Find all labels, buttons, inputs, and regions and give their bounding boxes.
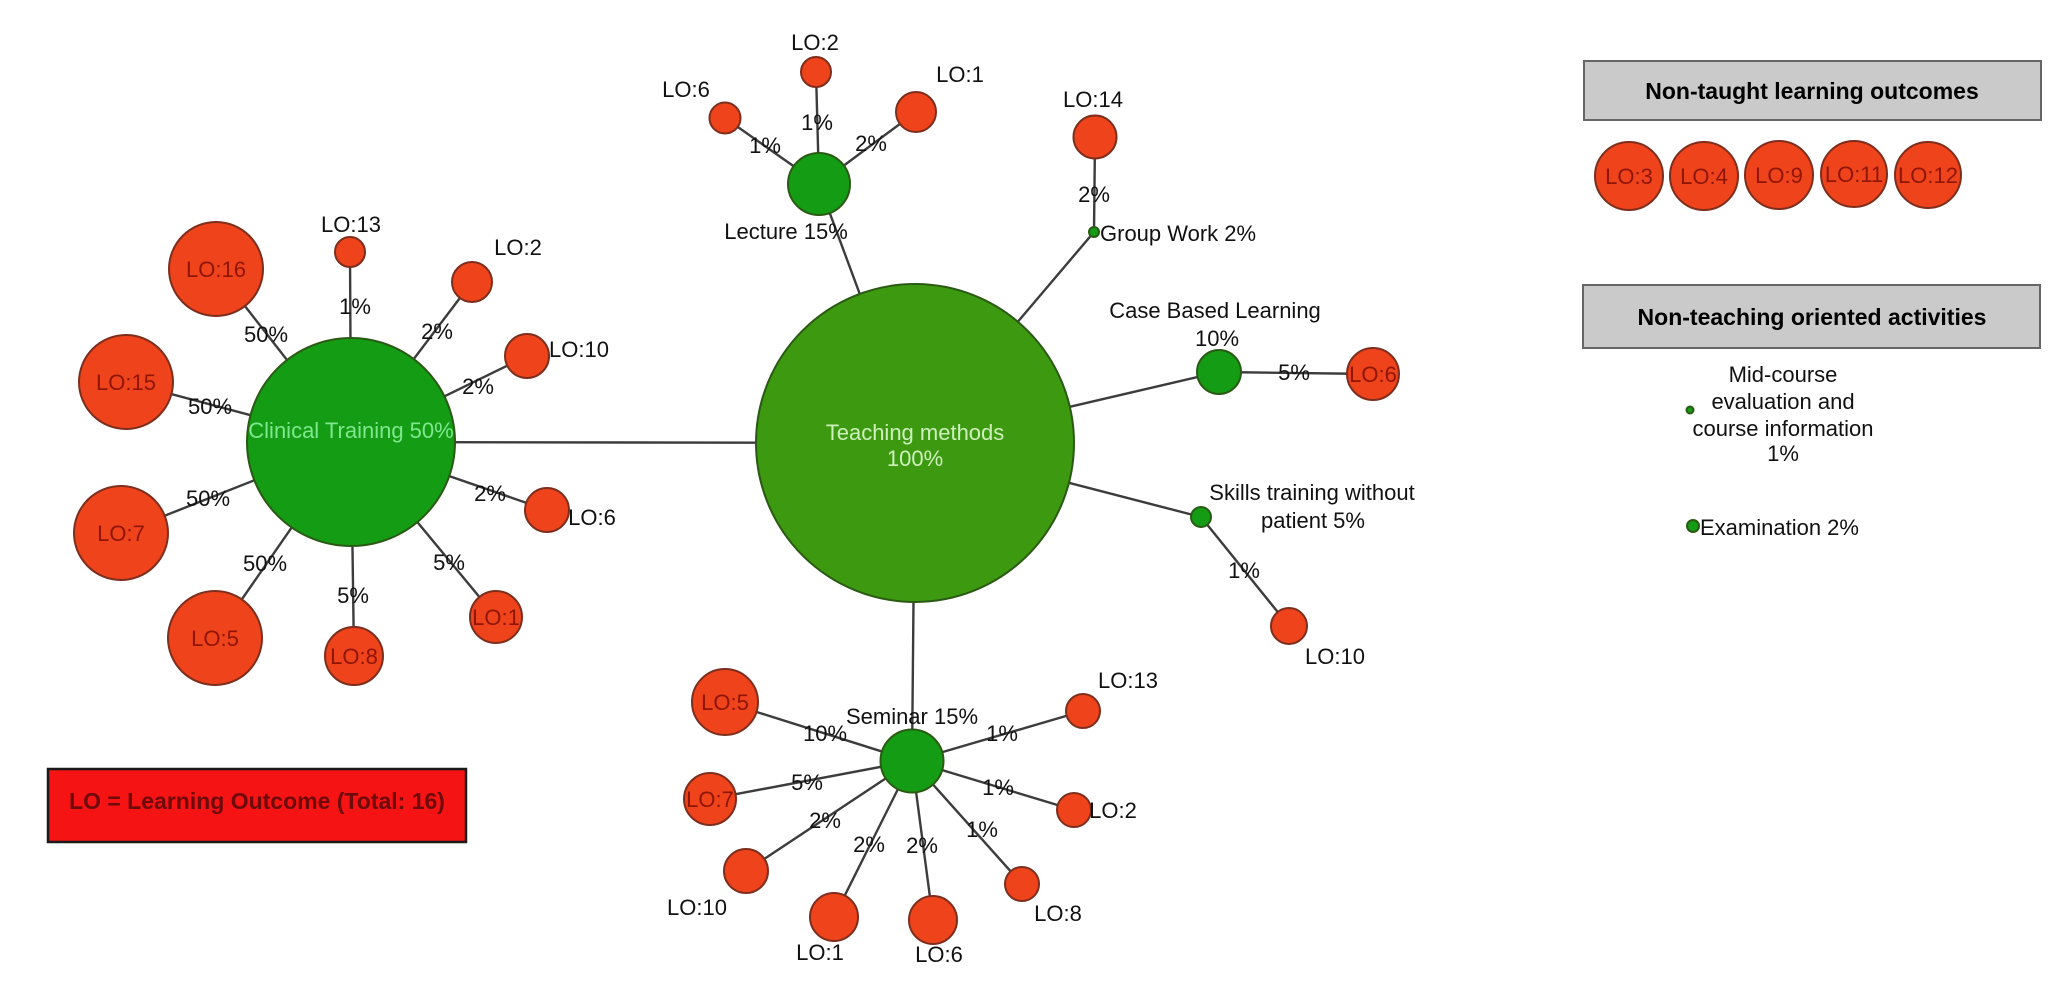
svg-text:2%: 2% — [855, 131, 887, 156]
svg-text:LO:5: LO:5 — [701, 690, 749, 715]
svg-text:LO:14: LO:14 — [1063, 87, 1123, 112]
svg-text:LO:6: LO:6 — [915, 942, 963, 967]
svg-text:LO:2: LO:2 — [494, 235, 542, 260]
svg-text:Mid-course: Mid-course — [1729, 362, 1838, 387]
svg-text:1%: 1% — [801, 110, 833, 135]
svg-text:LO:4: LO:4 — [1680, 164, 1728, 189]
svg-text:LO:2: LO:2 — [791, 30, 839, 55]
svg-text:Clinical Training 50%: Clinical Training 50% — [248, 418, 453, 443]
svg-text:Seminar 15%: Seminar 15% — [846, 704, 978, 729]
svg-text:5%: 5% — [1278, 360, 1310, 385]
svg-text:1%: 1% — [339, 294, 371, 319]
svg-text:Teaching methods: Teaching methods — [826, 420, 1005, 445]
svg-text:Lecture 15%: Lecture 15% — [724, 219, 848, 244]
svg-text:Skills training without: Skills training without — [1209, 480, 1414, 505]
svg-text:50%: 50% — [188, 394, 232, 419]
svg-text:Group Work 2%: Group Work 2% — [1100, 221, 1256, 246]
svg-text:100%: 100% — [887, 446, 943, 471]
svg-text:10%: 10% — [1195, 326, 1239, 351]
svg-text:LO:1: LO:1 — [796, 940, 844, 965]
svg-text:LO:8: LO:8 — [1034, 901, 1082, 926]
svg-text:2%: 2% — [421, 319, 453, 344]
svg-text:LO:7: LO:7 — [97, 521, 145, 546]
svg-text:5%: 5% — [791, 770, 823, 795]
svg-text:1%: 1% — [1767, 441, 1799, 466]
svg-text:LO:13: LO:13 — [321, 212, 381, 237]
svg-text:2%: 2% — [809, 808, 841, 833]
svg-text:LO:6: LO:6 — [662, 77, 710, 102]
svg-text:Case Based Learning: Case Based Learning — [1109, 298, 1321, 323]
svg-text:LO:11: LO:11 — [1825, 162, 1883, 187]
svg-text:Non-taught learning outcomes: Non-taught learning outcomes — [1645, 78, 1979, 104]
svg-text:1%: 1% — [986, 721, 1018, 746]
svg-text:1%: 1% — [966, 817, 998, 842]
svg-text:LO:13: LO:13 — [1098, 668, 1158, 693]
svg-text:evaluation and: evaluation and — [1711, 389, 1854, 414]
svg-text:Non-teaching oriented activiti: Non-teaching oriented activities — [1638, 304, 1987, 330]
svg-text:LO:7: LO:7 — [686, 787, 734, 812]
svg-text:10%: 10% — [803, 721, 847, 746]
svg-text:50%: 50% — [244, 322, 288, 347]
svg-text:LO = Learning Outcome (Total:: LO = Learning Outcome (Total: 16) — [69, 788, 445, 814]
svg-text:50%: 50% — [186, 486, 230, 511]
svg-text:course information: course information — [1693, 416, 1874, 441]
svg-text:LO:3: LO:3 — [1605, 164, 1653, 189]
svg-text:LO:6: LO:6 — [568, 505, 616, 530]
svg-text:LO:12: LO:12 — [1898, 163, 1958, 188]
svg-text:1%: 1% — [982, 775, 1014, 800]
svg-text:LO:6: LO:6 — [1349, 362, 1397, 387]
svg-text:1%: 1% — [749, 133, 781, 158]
svg-text:2%: 2% — [853, 832, 885, 857]
svg-text:1%: 1% — [1228, 558, 1260, 583]
svg-text:LO:1: LO:1 — [472, 605, 520, 630]
svg-text:2%: 2% — [1078, 182, 1110, 207]
svg-text:5%: 5% — [337, 583, 369, 608]
svg-text:LO:16: LO:16 — [186, 257, 246, 282]
svg-text:50%: 50% — [243, 551, 287, 576]
svg-text:Examination 2%: Examination 2% — [1700, 515, 1859, 540]
svg-text:LO:8: LO:8 — [330, 644, 378, 669]
svg-text:LO:10: LO:10 — [667, 895, 727, 920]
svg-text:2%: 2% — [462, 374, 494, 399]
svg-text:LO:5: LO:5 — [191, 626, 239, 651]
svg-text:LO:1: LO:1 — [936, 62, 984, 87]
svg-text:2%: 2% — [906, 833, 938, 858]
svg-text:patient 5%: patient 5% — [1261, 508, 1365, 533]
svg-text:LO:2: LO:2 — [1089, 798, 1137, 823]
svg-text:LO:9: LO:9 — [1755, 163, 1803, 188]
svg-text:LO:10: LO:10 — [1305, 644, 1365, 669]
svg-text:LO:10: LO:10 — [549, 337, 609, 362]
svg-text:5%: 5% — [433, 550, 465, 575]
svg-text:2%: 2% — [474, 481, 506, 506]
svg-text:LO:15: LO:15 — [96, 370, 156, 395]
